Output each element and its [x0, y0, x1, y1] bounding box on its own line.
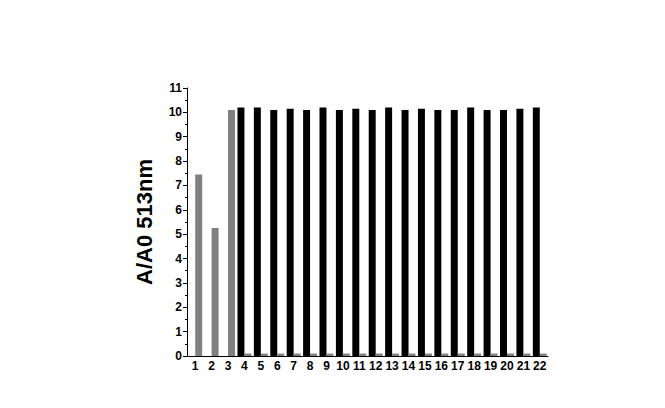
svg-text:A/A0 513nm: A/A0 513nm: [132, 159, 157, 285]
svg-text:4: 4: [175, 252, 182, 266]
svg-text:5: 5: [175, 227, 182, 241]
svg-text:14: 14: [402, 359, 416, 373]
svg-text:8: 8: [175, 154, 182, 168]
svg-text:9: 9: [175, 130, 182, 144]
svg-text:2: 2: [175, 300, 182, 314]
svg-text:11: 11: [169, 81, 182, 95]
svg-text:17: 17: [451, 359, 465, 373]
svg-text:18: 18: [467, 359, 481, 373]
svg-text:6: 6: [274, 359, 281, 373]
svg-text:3: 3: [225, 359, 232, 373]
svg-text:10: 10: [336, 359, 350, 373]
svg-text:22: 22: [533, 359, 547, 373]
svg-text:4: 4: [241, 359, 248, 373]
svg-text:13: 13: [385, 359, 399, 373]
svg-text:20: 20: [500, 359, 514, 373]
svg-text:15: 15: [418, 359, 432, 373]
svg-text:9: 9: [323, 359, 330, 373]
svg-text:11: 11: [353, 359, 366, 373]
svg-text:8: 8: [307, 359, 314, 373]
svg-text:19: 19: [484, 359, 498, 373]
svg-text:1: 1: [192, 359, 199, 373]
svg-text:2: 2: [208, 359, 215, 373]
svg-text:0: 0: [175, 349, 182, 363]
svg-text:7: 7: [175, 178, 182, 192]
svg-text:21: 21: [517, 359, 531, 373]
svg-text:10: 10: [169, 105, 183, 119]
svg-text:6: 6: [175, 203, 182, 217]
svg-text:16: 16: [435, 359, 449, 373]
svg-text:3: 3: [175, 276, 182, 290]
svg-text:1: 1: [175, 325, 182, 339]
svg-text:5: 5: [257, 359, 264, 373]
svg-text:12: 12: [369, 359, 383, 373]
svg-text:7: 7: [290, 359, 297, 373]
